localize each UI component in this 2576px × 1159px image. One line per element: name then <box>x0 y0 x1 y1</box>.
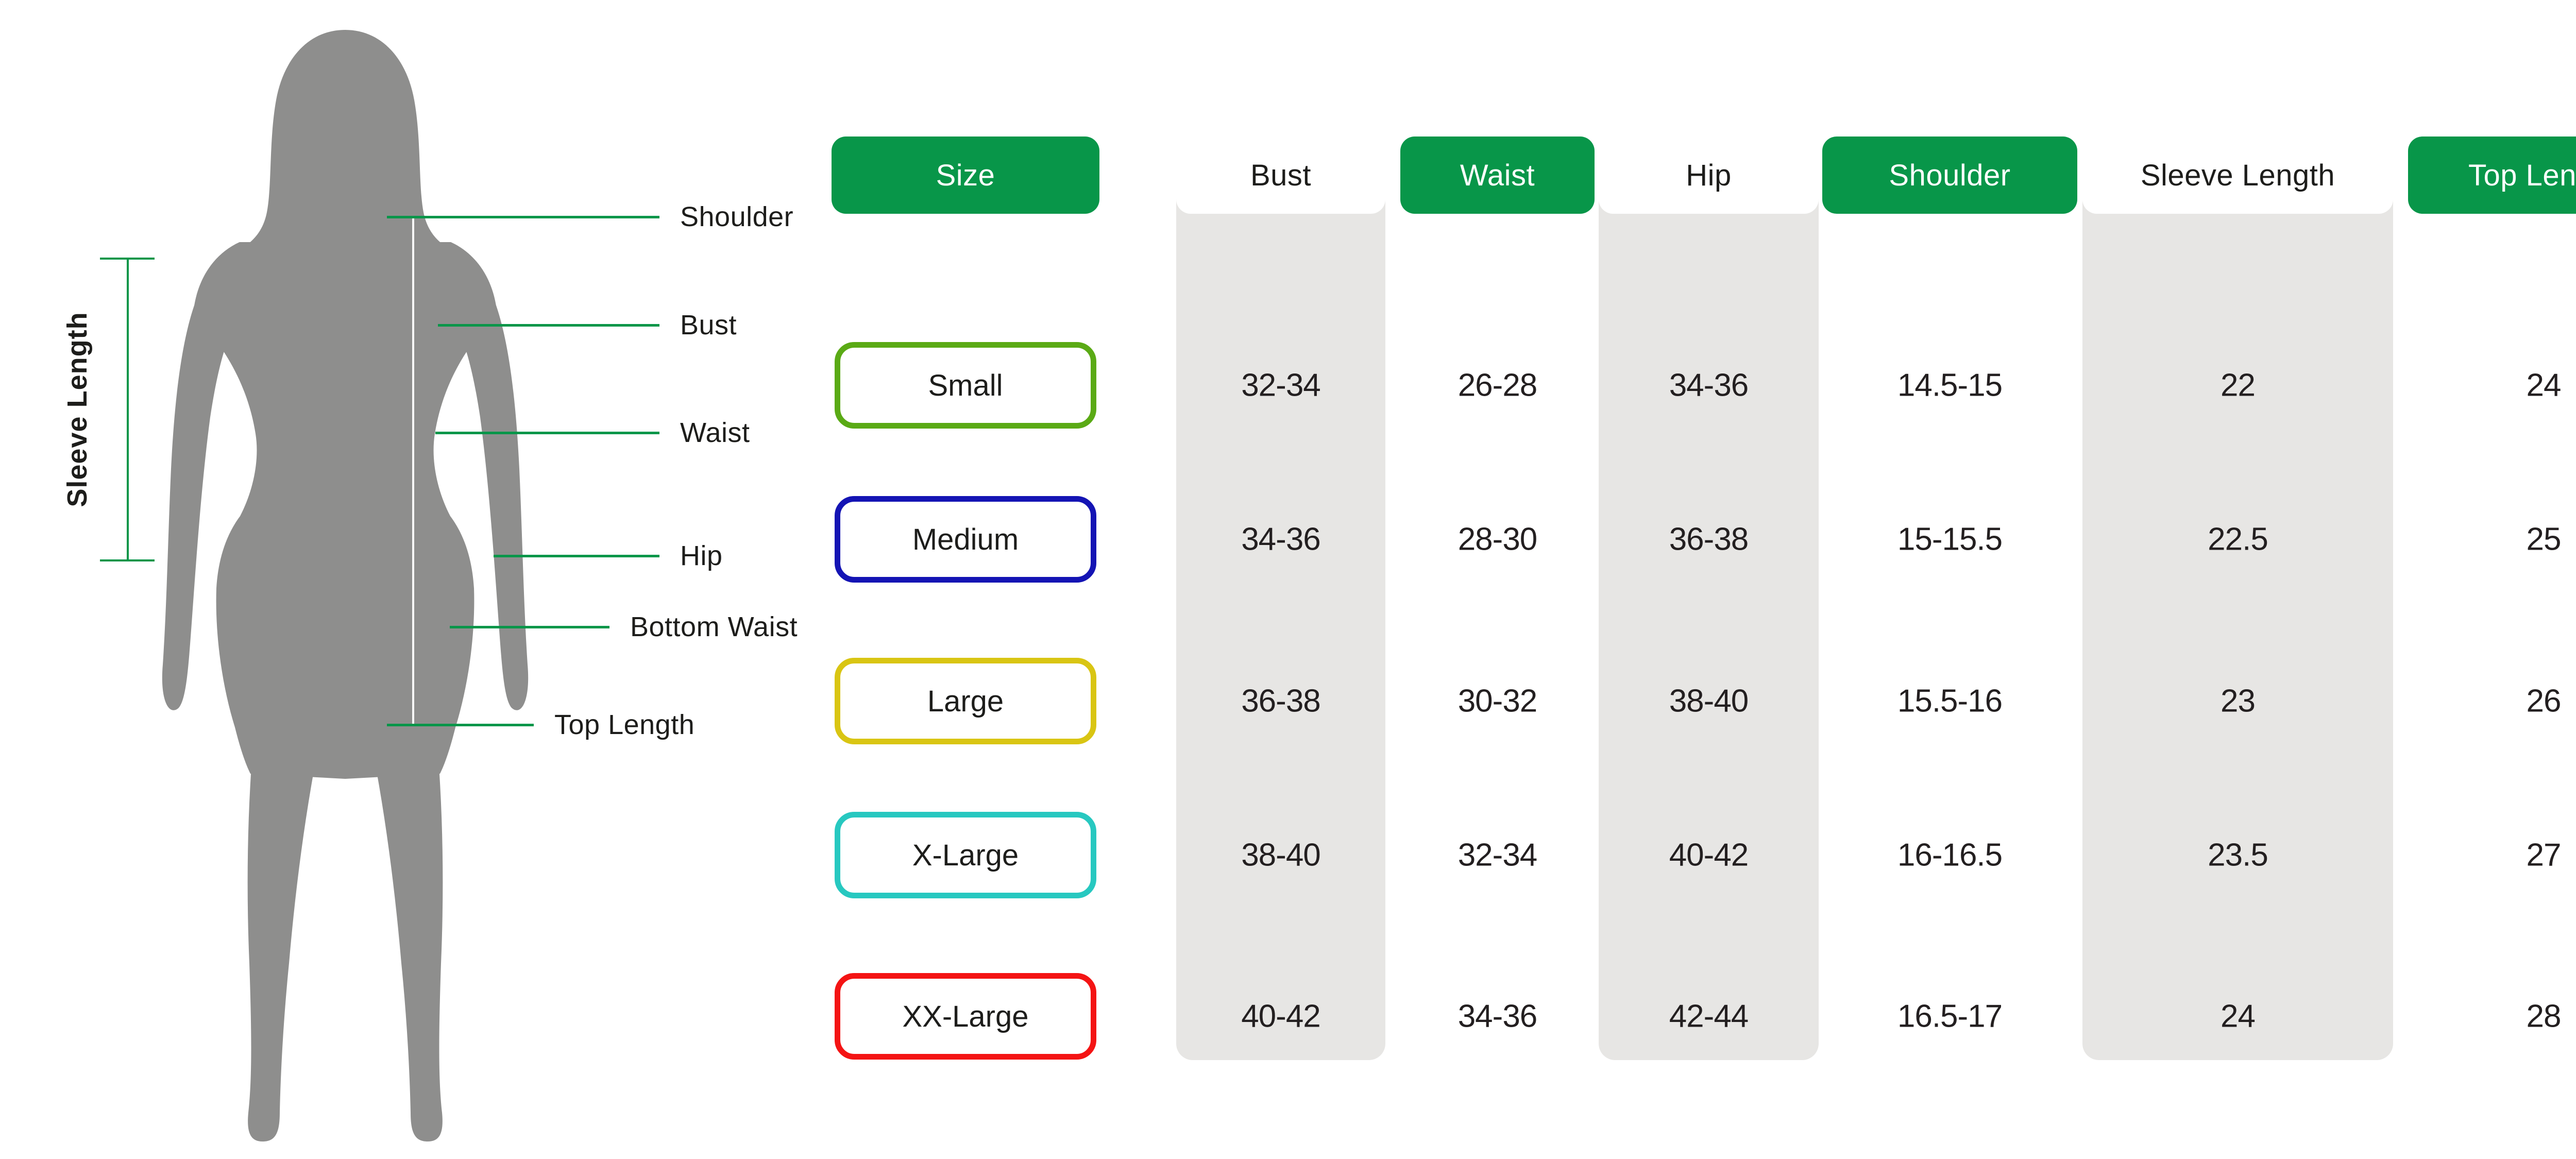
bottom-waist-line <box>450 626 609 628</box>
size-button-medium[interactable]: Medium <box>835 496 1096 583</box>
cell-large-top-length: 26 <box>2526 683 2562 719</box>
cell-x-large-shoulder: 16-16.5 <box>1897 837 2003 873</box>
cell-small-sleeve-length: 22 <box>2221 367 2256 403</box>
size-button-xx-large[interactable]: XX-Large <box>835 973 1096 1060</box>
cell-small-hip: 34-36 <box>1669 367 1749 403</box>
waist-line <box>435 432 659 434</box>
sleeve-bottom-tick <box>100 559 155 561</box>
silhouette-right-leg <box>373 752 443 1141</box>
hip-line <box>494 555 659 557</box>
cell-x-large-sleeve-length: 23.5 <box>2208 837 2268 873</box>
bottom-waist-label: Bottom Waist <box>630 611 798 642</box>
column-header-top-length: Top Length <box>2408 137 2576 214</box>
silhouette-left-leg <box>247 752 317 1141</box>
bust-label: Bust <box>680 310 737 340</box>
size-button-small[interactable]: Small <box>835 342 1096 429</box>
cell-x-large-bust: 38-40 <box>1241 837 1321 873</box>
column-band-bust <box>1176 137 1385 1060</box>
size-button-x-large[interactable]: X-Large <box>835 812 1096 898</box>
cell-xx-large-sleeve-length: 24 <box>2221 998 2256 1034</box>
cell-xx-large-hip: 42-44 <box>1669 998 1749 1034</box>
cell-large-hip: 38-40 <box>1669 683 1749 719</box>
column-header-shoulder: Shoulder <box>1822 137 2077 214</box>
shoulder-line <box>387 216 659 218</box>
silhouette-torso <box>193 242 497 779</box>
cell-small-top-length: 24 <box>2526 367 2562 403</box>
cell-xx-large-bust: 40-42 <box>1241 998 1321 1034</box>
cell-large-waist: 30-32 <box>1458 683 1538 719</box>
cell-x-large-waist: 32-34 <box>1458 837 1538 873</box>
column-header-bust: Bust <box>1176 137 1385 214</box>
cell-large-shoulder: 15.5-16 <box>1897 683 2003 719</box>
cell-large-bust: 36-38 <box>1241 683 1321 719</box>
female-silhouette <box>162 30 529 1141</box>
column-header-waist: Waist <box>1400 137 1595 214</box>
cell-large-sleeve-length: 23 <box>2221 683 2256 719</box>
cell-xx-large-waist: 34-36 <box>1458 998 1538 1034</box>
silhouette-right-arm <box>456 302 529 710</box>
cell-x-large-top-length: 27 <box>2526 837 2562 873</box>
column-band-hip <box>1599 137 1819 1060</box>
cell-xx-large-shoulder: 16.5-17 <box>1897 998 2003 1034</box>
cell-medium-hip: 36-38 <box>1669 521 1749 557</box>
silhouette-left-arm <box>162 302 234 710</box>
cell-small-shoulder: 14.5-15 <box>1897 367 2003 403</box>
center-guide-line <box>412 217 414 725</box>
sleeve-length-label: Sleeve Length <box>62 312 93 507</box>
size-button-large[interactable]: Large <box>835 658 1096 744</box>
silhouette-head <box>237 30 453 251</box>
cell-small-bust: 32-34 <box>1241 367 1321 403</box>
cell-medium-sleeve-length: 22.5 <box>2208 521 2268 557</box>
cell-medium-bust: 34-36 <box>1241 521 1321 557</box>
cell-x-large-hip: 40-42 <box>1669 837 1749 873</box>
hip-label: Hip <box>680 540 723 571</box>
shoulder-label: Shoulder <box>680 201 794 232</box>
bust-line <box>438 324 659 327</box>
column-header-size: Size <box>832 137 1099 214</box>
top-length-label: Top Length <box>554 709 695 740</box>
body-measurement-diagram: Shoulder Bust Waist Hip Bottom Waist Top… <box>0 0 824 1159</box>
column-band-sleeve-length <box>2082 137 2393 1060</box>
cell-small-waist: 26-28 <box>1458 367 1538 403</box>
column-header-sleeve-length: Sleeve Length <box>2082 137 2393 214</box>
cell-medium-shoulder: 15-15.5 <box>1897 521 2003 557</box>
sleeve-length-line <box>127 258 129 561</box>
cell-medium-waist: 28-30 <box>1458 521 1538 557</box>
top-length-line <box>387 724 534 726</box>
waist-label: Waist <box>680 417 750 448</box>
column-header-hip: Hip <box>1599 137 1819 214</box>
cell-medium-top-length: 25 <box>2526 521 2562 557</box>
cell-xx-large-top-length: 28 <box>2526 998 2562 1034</box>
